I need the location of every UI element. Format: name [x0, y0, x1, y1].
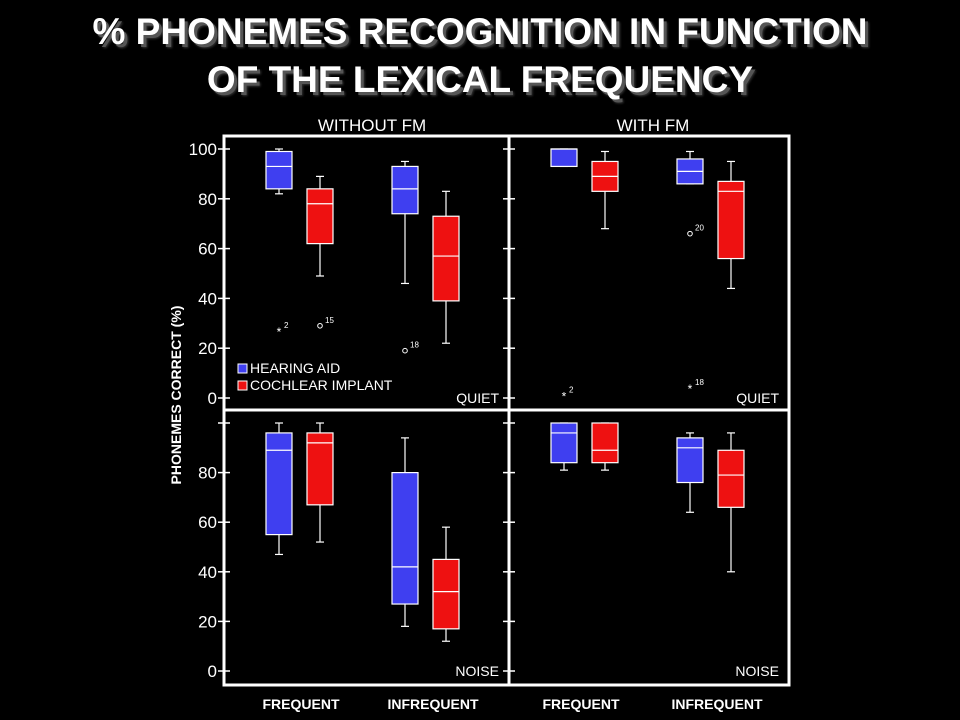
slide-title: % PHONEMES RECOGNITION IN FUNCTION OF TH…: [0, 8, 960, 104]
box-infrequent-hearing-aid: [391, 160, 419, 285]
panel-without-fm-quiet: 100 80 60 40 20 0 QUIET * 2 15 18: [189, 140, 500, 408]
box-iqr: [432, 558, 460, 630]
x-label-frequent-left: FREQUENT: [263, 696, 340, 712]
condition-label: NOISE: [455, 663, 499, 679]
y-tick-label: 100: [189, 140, 217, 159]
panel-without-fm-noise: 80 60 40 20 0 NOISE: [198, 422, 499, 681]
box-frequent-hearing-aid: [550, 148, 578, 168]
box-infrequent-cochlear-implant: [717, 432, 745, 573]
outlier-circle: [687, 230, 693, 237]
box-iqr: [432, 215, 460, 302]
y-tick-label: 80: [198, 464, 217, 483]
box-frequent-cochlear-implant: [591, 422, 619, 471]
box-iqr: [717, 180, 745, 260]
box-frequent-hearing-aid: [550, 422, 578, 471]
y-tick-label: 20: [198, 612, 217, 631]
box-infrequent-cochlear-implant: [717, 160, 745, 290]
outlier-star: *: [277, 325, 282, 339]
box-infrequent-hearing-aid: [676, 432, 704, 513]
slide-title-line1: % PHONEMES RECOGNITION IN FUNCTION: [92, 11, 868, 52]
legend: HEARING AID COCHLEAR IMPLANT: [237, 360, 393, 393]
legend-label-cochlear-implant: COCHLEAR IMPLANT: [250, 377, 393, 393]
outlier-label: 2: [569, 386, 574, 395]
box-iqr: [676, 437, 704, 484]
column-label-with-fm: WITH FM: [617, 116, 690, 135]
legend-label-hearing-aid: HEARING AID: [250, 360, 340, 376]
y-tick-label: 40: [198, 563, 217, 582]
panel-with-fm-noise: NOISE: [503, 422, 779, 679]
outlier-18: 18: [402, 341, 419, 354]
y-tick-label: 60: [198, 513, 217, 532]
outlier-star: *: [688, 382, 693, 396]
condition-label: QUIET: [736, 390, 779, 406]
column-label-without-fm: WITHOUT FM: [318, 116, 426, 135]
outlier-15: 15: [317, 316, 334, 329]
legend-swatch-hearing-aid: [237, 363, 248, 374]
outlier-star: *: [562, 390, 567, 404]
outlier-label: 18: [410, 341, 419, 350]
legend-swatch-cochlear-implant: [237, 380, 248, 391]
box-frequent-hearing-aid: [265, 148, 293, 195]
box-frequent-cochlear-implant: [306, 175, 334, 277]
y-axis-label: PHONEMES CORRECT (%): [168, 306, 184, 485]
y-tick-label: 60: [198, 240, 217, 259]
outlier-label: 18: [695, 378, 704, 387]
box-iqr: [306, 432, 334, 506]
box-infrequent-hearing-aid: [676, 150, 704, 185]
outlier-label: 2: [284, 321, 289, 330]
y-tick-label: 20: [198, 339, 217, 358]
slide-title-line2: OF THE LEXICAL FREQUENCY: [206, 59, 754, 100]
box-infrequent-cochlear-implant: [432, 190, 460, 344]
condition-label: NOISE: [735, 663, 779, 679]
outlier-2: * 2: [277, 321, 289, 339]
box-infrequent-hearing-aid: [391, 437, 419, 627]
outlier-label: 20: [695, 224, 704, 233]
chart-frame: [222, 134, 791, 687]
y-tick-label: 80: [198, 190, 217, 209]
y-tick-label: 0: [208, 662, 217, 681]
y-tick-label: 0: [208, 389, 217, 408]
box-iqr: [550, 422, 578, 464]
x-label-infrequent-right: INFREQUENT: [672, 696, 763, 712]
box-iqr: [391, 472, 419, 605]
outlier-20: 20: [687, 224, 704, 237]
outlier-2: * 2: [562, 386, 574, 404]
box-iqr: [550, 148, 578, 168]
box-frequent-hearing-aid: [265, 422, 293, 556]
x-label-frequent-right: FREQUENT: [543, 696, 620, 712]
outlier-circle: [402, 347, 408, 354]
outlier-label: 15: [325, 316, 334, 325]
outlier-18: * 18: [688, 378, 705, 396]
box-iqr: [265, 150, 293, 190]
box-iqr: [306, 188, 334, 245]
box-iqr: [591, 422, 619, 464]
box-frequent-cochlear-implant: [306, 422, 334, 543]
condition-label: QUIET: [456, 390, 499, 406]
box-infrequent-cochlear-implant: [432, 526, 460, 642]
box-iqr: [717, 449, 745, 508]
y-tick-label: 40: [198, 289, 217, 308]
outlier-circle: [317, 322, 323, 329]
box-iqr: [391, 165, 419, 215]
box-iqr: [265, 432, 293, 536]
x-label-infrequent-left: INFREQUENT: [388, 696, 479, 712]
box-frequent-cochlear-implant: [591, 150, 619, 230]
